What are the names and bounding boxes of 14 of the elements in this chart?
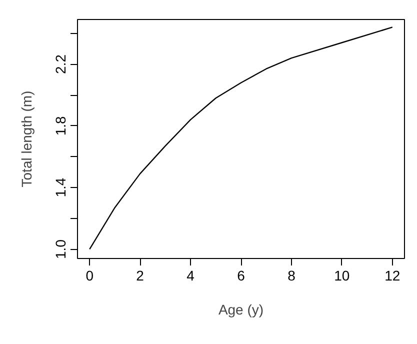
y-tick-label: 1.8 xyxy=(52,116,68,136)
x-tick-label: 12 xyxy=(384,268,400,284)
x-tick-label: 8 xyxy=(288,268,296,284)
x-tick-label: 10 xyxy=(334,268,350,284)
y-tick-label: 1.0 xyxy=(52,239,68,259)
y-axis-title: Total length (m) xyxy=(18,90,34,188)
x-tick-label: 2 xyxy=(136,268,144,284)
x-tick-label: 4 xyxy=(186,268,195,284)
y-tick-label: 2.2 xyxy=(52,54,68,74)
line-series xyxy=(89,26,393,250)
y-tick-label: 1.4 xyxy=(52,178,68,198)
x-tick-label: 0 xyxy=(86,268,94,284)
x-axis-title: Age (y) xyxy=(218,302,264,318)
x-tick-label: 6 xyxy=(237,268,246,284)
